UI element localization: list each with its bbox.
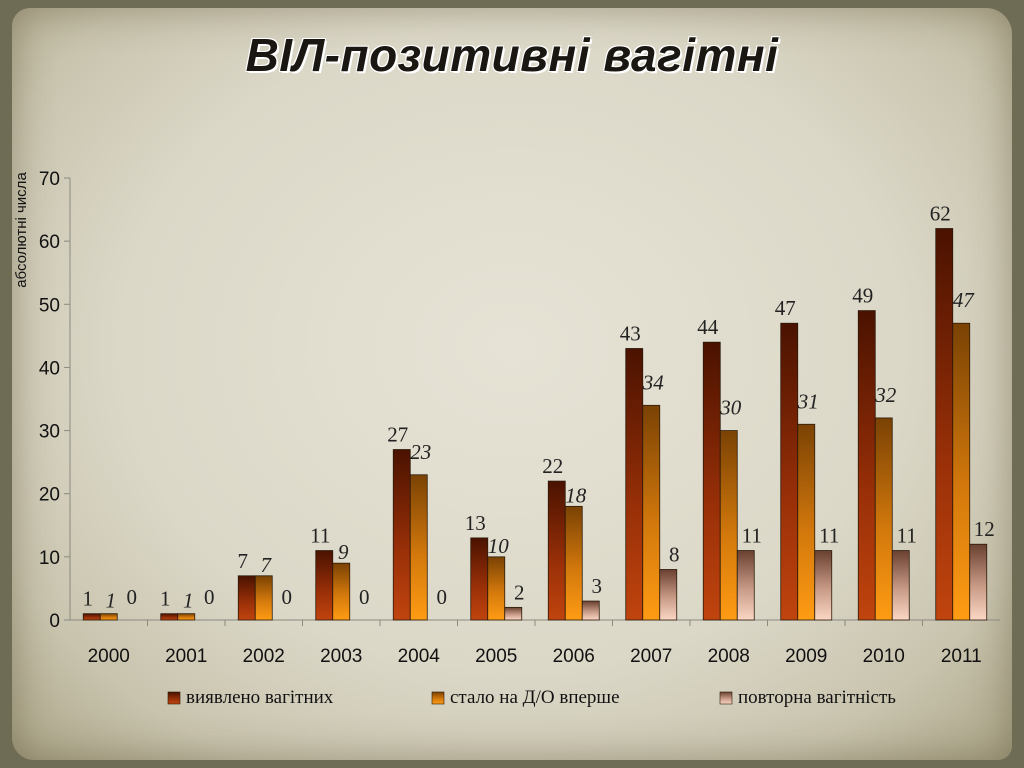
bar-0 xyxy=(857,310,876,621)
bar-1 xyxy=(797,423,816,621)
y-tick-label: 70 xyxy=(39,169,60,190)
data-label: 18 xyxy=(565,483,587,507)
data-label: 3 xyxy=(592,574,603,598)
bar-1 xyxy=(487,556,506,621)
bar-2 xyxy=(504,606,523,621)
y-tick-label: 40 xyxy=(39,358,60,379)
data-label: 8 xyxy=(669,542,680,566)
legend-swatch xyxy=(719,691,733,705)
bar-2 xyxy=(736,550,755,621)
data-label: 7 xyxy=(238,549,249,573)
data-label: 0 xyxy=(127,585,138,609)
data-label: 62 xyxy=(930,202,951,226)
legend-label: стало на Д/О вперше xyxy=(450,687,620,708)
bar-1 xyxy=(254,575,273,621)
data-label: 30 xyxy=(719,396,742,420)
y-tick-label: 0 xyxy=(49,611,60,632)
bar-0 xyxy=(392,449,411,621)
data-label: 9 xyxy=(338,540,349,564)
x-tick-label: 2006 xyxy=(553,646,595,667)
bar-2 xyxy=(581,600,600,621)
data-label: 47 xyxy=(775,296,796,320)
data-label: 0 xyxy=(204,585,215,609)
bar-0 xyxy=(82,613,101,621)
bar-2 xyxy=(659,569,678,621)
bar-0 xyxy=(780,322,799,621)
bar-0 xyxy=(315,550,334,621)
bar-2 xyxy=(891,550,910,621)
data-label: 12 xyxy=(974,517,995,541)
data-label: 11 xyxy=(742,524,762,548)
data-label: 22 xyxy=(542,454,563,478)
data-label: 43 xyxy=(620,321,641,345)
data-label: 34 xyxy=(642,370,665,394)
x-tick-label: 2004 xyxy=(398,646,441,667)
bar-1 xyxy=(409,474,428,621)
bar-2 xyxy=(969,543,988,621)
data-label: 31 xyxy=(797,389,819,413)
bar-0 xyxy=(935,228,954,621)
data-label: 2 xyxy=(514,580,525,604)
y-tick-label: 50 xyxy=(39,295,60,316)
data-label: 1 xyxy=(83,587,94,611)
y-axis-title: абсолютні числа xyxy=(13,172,30,288)
paper-background xyxy=(12,8,1012,760)
bar-1 xyxy=(952,322,971,621)
data-label: 32 xyxy=(874,383,897,407)
x-tick-label: 2010 xyxy=(863,646,905,667)
legend-label: повторна вагітність xyxy=(738,687,896,708)
data-label: 27 xyxy=(387,423,408,447)
bar-1 xyxy=(332,562,351,621)
x-tick-label: 2005 xyxy=(475,646,517,667)
x-tick-label: 2000 xyxy=(88,646,130,667)
bar-0 xyxy=(702,341,721,621)
data-label: 0 xyxy=(282,585,293,609)
data-label: 11 xyxy=(819,524,839,548)
bar-1 xyxy=(99,613,118,621)
bar-0 xyxy=(625,348,644,621)
data-label: 1 xyxy=(160,587,171,611)
bar-1 xyxy=(642,404,661,621)
data-label: 13 xyxy=(465,511,486,535)
bar-0 xyxy=(237,575,256,621)
bar-0 xyxy=(470,537,489,621)
bar-0 xyxy=(547,480,566,621)
x-tick-label: 2007 xyxy=(630,646,672,667)
y-tick-label: 20 xyxy=(39,485,60,506)
bar-1 xyxy=(719,430,738,621)
bar-1 xyxy=(564,505,583,621)
bar-1 xyxy=(874,417,893,621)
data-label: 10 xyxy=(488,534,510,558)
bar-1 xyxy=(177,613,196,621)
x-tick-label: 2011 xyxy=(941,646,982,667)
data-label: 44 xyxy=(697,315,719,339)
data-label: 0 xyxy=(359,585,370,609)
x-tick-label: 2003 xyxy=(320,646,362,667)
data-label: 1 xyxy=(106,589,117,613)
x-tick-label: 2002 xyxy=(243,646,285,667)
bar-0 xyxy=(160,613,179,621)
legend-label: виявлено вагітних xyxy=(186,687,334,708)
data-label: 47 xyxy=(953,288,976,312)
bar-2 xyxy=(814,550,833,621)
data-label: 1 xyxy=(183,589,194,613)
y-tick-label: 60 xyxy=(39,232,60,253)
legend-swatch xyxy=(431,691,445,705)
data-label: 11 xyxy=(897,524,917,548)
y-tick-label: 10 xyxy=(39,548,60,569)
x-tick-label: 2008 xyxy=(708,646,750,667)
data-label: 7 xyxy=(261,553,273,577)
data-label: 0 xyxy=(437,585,448,609)
y-tick-label: 30 xyxy=(39,422,60,443)
x-tick-label: 2009 xyxy=(785,646,827,667)
data-label: 11 xyxy=(310,524,330,548)
x-tick-label: 2001 xyxy=(165,646,207,667)
data-label: 23 xyxy=(410,440,431,464)
page-title: ВІЛ-позитивні вагітні xyxy=(245,29,779,81)
legend-swatch xyxy=(167,691,181,705)
data-label: 49 xyxy=(852,284,873,308)
